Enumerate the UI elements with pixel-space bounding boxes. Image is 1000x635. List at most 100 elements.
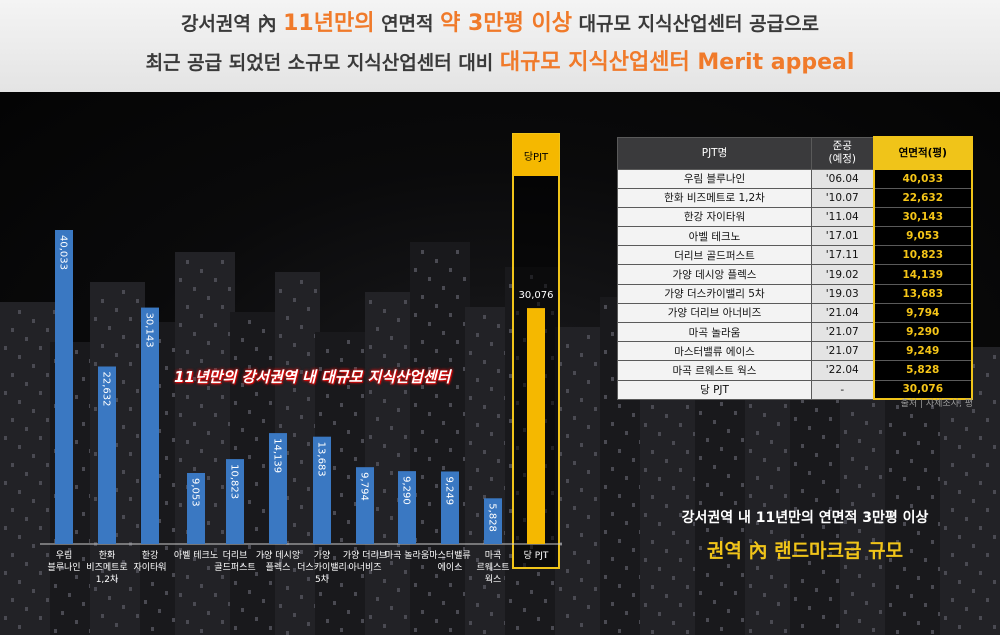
skyline-window	[390, 606, 393, 610]
skyline-window	[865, 511, 868, 515]
skyline-window	[172, 438, 175, 442]
skyline-window	[286, 406, 289, 410]
skyline-window	[651, 495, 654, 499]
skyline-window	[179, 548, 182, 552]
skyline-window	[122, 290, 125, 294]
skyline-window	[665, 594, 668, 598]
skyline-window	[193, 287, 196, 291]
skyline-window	[587, 470, 590, 474]
skyline-window	[749, 629, 752, 633]
skyline-window	[25, 382, 28, 386]
skyline-window	[917, 441, 920, 445]
skyline-window	[18, 580, 21, 584]
skyline-window	[165, 591, 168, 595]
skyline-window	[889, 513, 892, 517]
skyline-window	[262, 374, 265, 378]
skyline-window	[463, 322, 466, 326]
skyline-window	[836, 579, 839, 583]
skyline-window	[469, 396, 472, 400]
skyline-window	[808, 606, 811, 610]
skyline-window	[573, 551, 576, 555]
skyline-window	[566, 389, 569, 393]
skyline-window	[594, 497, 597, 501]
skyline-window	[749, 539, 752, 543]
skyline-window	[497, 324, 500, 328]
skyline-window	[587, 560, 590, 564]
skyline-window	[376, 597, 379, 601]
skyline-window	[938, 432, 941, 436]
skyline-window	[286, 316, 289, 320]
skyline-window	[46, 328, 49, 332]
skyline-window	[896, 450, 899, 454]
skyline-window	[686, 540, 689, 544]
skyline-window	[293, 478, 296, 482]
skyline-window	[179, 278, 182, 282]
skyline-window	[801, 579, 804, 583]
table-row: 당 PJT -30,076	[617, 379, 973, 401]
skyline-window	[686, 630, 689, 634]
skyline-window	[903, 522, 906, 526]
skyline-window	[442, 556, 445, 560]
skyline-window	[172, 573, 175, 577]
skyline-window	[248, 455, 251, 459]
skyline-window	[390, 471, 393, 475]
skyline-window	[580, 533, 583, 537]
skyline-window	[46, 553, 49, 557]
skyline-window	[611, 422, 614, 426]
skyline-window	[618, 404, 621, 408]
skyline-window	[390, 426, 393, 430]
skyline-window	[354, 457, 357, 461]
skyline-window	[611, 557, 614, 561]
skyline-window	[383, 354, 386, 358]
skyline-window	[193, 332, 196, 336]
skyline-window	[566, 479, 569, 483]
skyline-window	[844, 475, 847, 479]
skyline-window	[414, 403, 417, 407]
skyline-window	[383, 309, 386, 313]
skyline-window	[625, 521, 628, 525]
skyline-window	[734, 411, 737, 415]
skyline-window	[931, 540, 934, 544]
skyline-window	[741, 528, 744, 532]
skyline-window	[611, 467, 614, 471]
table-cell-area: 9,290	[872, 321, 973, 343]
bar-value-label: 22,632	[101, 371, 112, 406]
table-cell-name: 마곡 르웨스트 웍스	[617, 360, 812, 381]
skyline-window	[214, 323, 217, 327]
skyline-window	[435, 259, 438, 263]
skyline-window	[741, 483, 744, 487]
skyline-window	[632, 593, 635, 597]
skyline-window	[262, 509, 265, 513]
skyline-window	[794, 597, 797, 601]
header-completion: 준공 (예정)	[811, 136, 874, 170]
skyline-window	[200, 269, 203, 273]
skyline-window	[544, 599, 547, 603]
caption-line-1: 강서권역 내 11년만의 연면적 3만평 이상	[681, 510, 929, 526]
skyline-window	[801, 399, 804, 403]
skyline-window	[136, 569, 139, 573]
skyline-window	[822, 525, 825, 529]
skyline-window	[456, 385, 459, 389]
skyline-window	[872, 583, 875, 587]
skyline-window	[136, 524, 139, 528]
skyline-window	[483, 405, 486, 409]
skyline-window	[158, 384, 161, 388]
skyline-window	[972, 589, 975, 593]
skyline-window	[18, 490, 21, 494]
skyline-window	[207, 521, 210, 525]
skyline-window	[214, 413, 217, 417]
skyline-window	[456, 295, 459, 299]
skyline-window	[917, 621, 920, 625]
skyline-window	[699, 591, 702, 595]
skyline-window	[122, 380, 125, 384]
skyline-window	[836, 399, 839, 403]
skyline-window	[456, 565, 459, 569]
skyline-window	[456, 430, 459, 434]
skyline-window	[449, 628, 452, 632]
skyline-window	[931, 630, 934, 634]
skyline-window	[784, 584, 787, 588]
table-header-row: PJT명 준공 (예정) 연면적(평)	[617, 136, 973, 170]
table-cell-area: 40,033	[872, 168, 973, 189]
skyline-window	[604, 620, 607, 624]
skyline-window	[727, 429, 730, 433]
